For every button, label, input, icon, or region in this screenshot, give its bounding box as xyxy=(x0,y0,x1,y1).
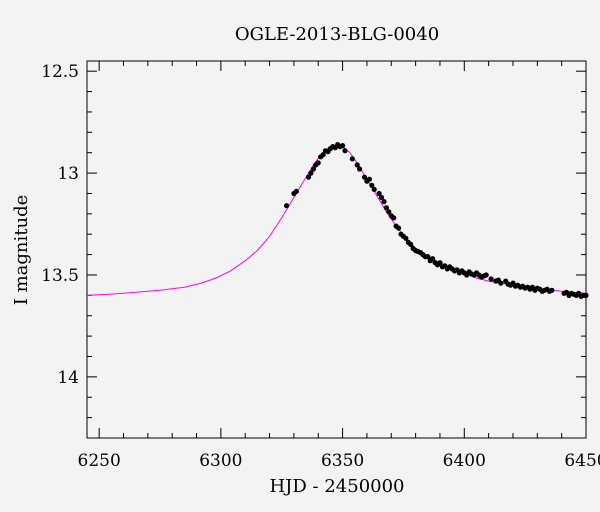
data-point xyxy=(320,152,326,158)
data-point xyxy=(371,186,377,192)
x-tick-labels: 6250 6300 6350 6400 6450 xyxy=(78,451,600,471)
data-point xyxy=(349,156,355,162)
data-points xyxy=(284,142,589,299)
data-point xyxy=(488,276,494,282)
data-point xyxy=(378,194,385,201)
data-point xyxy=(396,225,402,231)
data-point xyxy=(381,199,387,205)
data-point xyxy=(549,287,555,293)
data-point xyxy=(483,272,489,278)
chart-title: OGLE-2013-BLG-0040 xyxy=(235,24,439,45)
data-point xyxy=(284,203,290,209)
data-point xyxy=(308,170,314,176)
data-point xyxy=(437,260,443,266)
y-tick-label: 14 xyxy=(57,368,79,388)
data-point xyxy=(376,190,382,197)
data-point xyxy=(391,215,397,221)
x-tick-label: 6300 xyxy=(199,451,242,471)
data-point xyxy=(315,160,321,166)
data-point xyxy=(498,280,504,286)
data-point xyxy=(310,166,316,172)
y-tick-label: 12.5 xyxy=(41,62,79,82)
data-point xyxy=(342,148,348,154)
data-point xyxy=(583,292,589,298)
y-axis-label: I magnitude xyxy=(11,195,32,306)
axis-ticks xyxy=(87,61,587,439)
x-axis-label: HJD - 2450000 xyxy=(269,476,404,497)
model-curve xyxy=(86,145,587,296)
data-point xyxy=(354,162,360,168)
data-point xyxy=(386,209,392,215)
data-point xyxy=(430,256,436,262)
data-point xyxy=(383,205,389,211)
data-point xyxy=(408,241,414,247)
y-tick-labels: 12.5 13 13.5 14 xyxy=(41,62,79,388)
x-tick-label: 6350 xyxy=(321,451,364,471)
x-tick-label: 6450 xyxy=(564,451,600,471)
data-point xyxy=(403,235,409,241)
x-tick-label: 6400 xyxy=(443,451,486,471)
data-point xyxy=(305,174,312,180)
data-point xyxy=(340,143,346,149)
x-tick-label: 6250 xyxy=(78,451,121,471)
data-point xyxy=(293,188,299,194)
data-point xyxy=(357,166,363,172)
data-point xyxy=(369,182,375,188)
plot-frame xyxy=(86,60,587,439)
data-point xyxy=(366,176,372,182)
y-tick-label: 13 xyxy=(57,164,79,184)
y-tick-label: 13.5 xyxy=(41,266,79,286)
data-point xyxy=(361,174,368,180)
data-point xyxy=(425,254,431,260)
